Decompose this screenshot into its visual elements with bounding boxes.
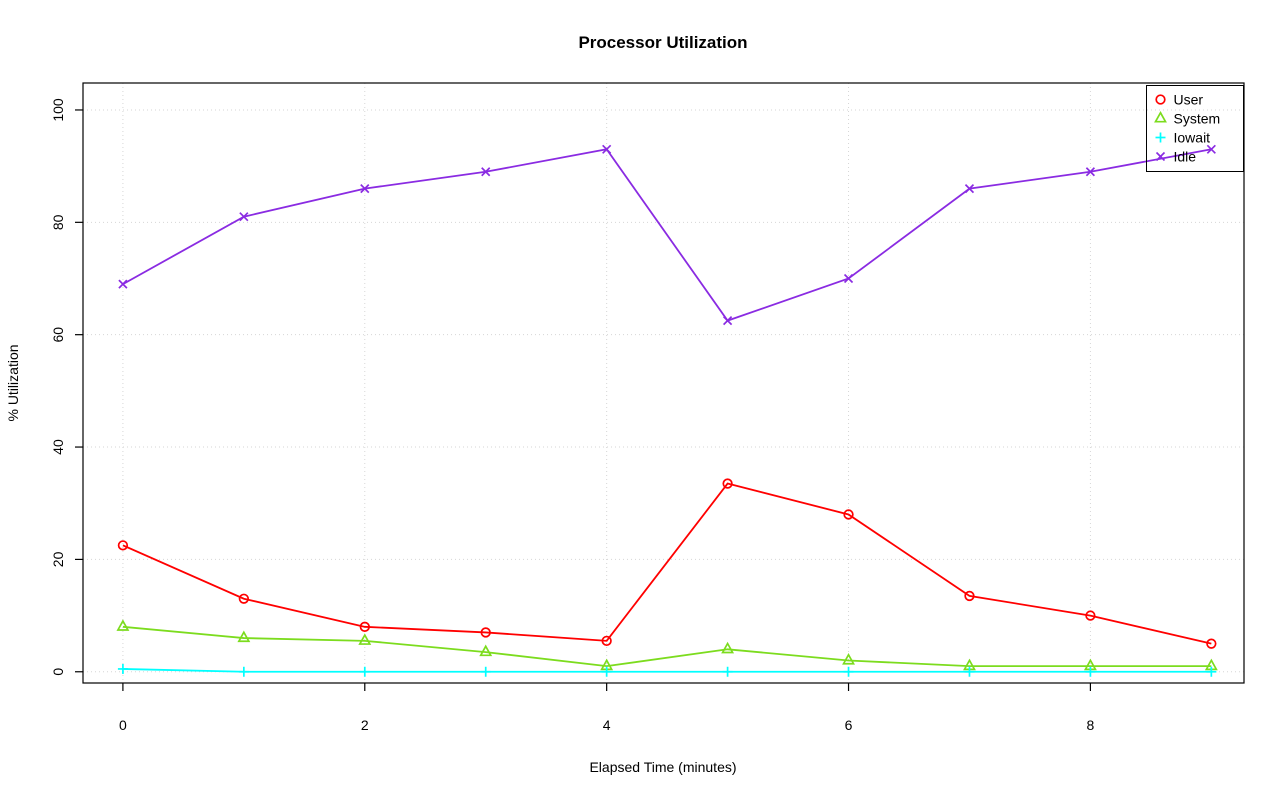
x-tick-label: 0 [119,717,127,733]
plot-border [82,82,1245,684]
legend-label: Iowait [1174,130,1211,146]
chart-title: Processor Utilization [578,33,747,52]
y-tick-label: 80 [50,214,66,230]
series-user [117,478,1217,649]
legend-label: User [1174,92,1204,108]
legend: User System Iowait Idle [1146,85,1244,172]
series-iowait [117,663,1217,677]
series-line [122,148,1212,322]
series-idle [118,144,1216,326]
legend-box [1146,85,1244,172]
y-tick-label: 20 [50,551,66,567]
legend-label: System [1174,111,1221,127]
series-line [122,625,1212,668]
series-line [122,668,1212,673]
x-tick-label: 6 [845,717,853,733]
x-tick-label: 8 [1087,717,1095,733]
y-tick-label: 40 [50,439,66,455]
series-line [122,482,1212,645]
x-tick-label: 2 [361,717,369,733]
legend-label: Idle [1174,149,1197,165]
axis-ticks [75,109,1092,691]
y-tick-label: 0 [50,668,66,676]
y-tick-label: 60 [50,327,66,343]
y-tick-label: 100 [50,98,66,122]
series-system [116,619,1218,671]
x-tick-label: 4 [603,717,611,733]
x-axis-label: Elapsed Time (minutes) [589,759,736,775]
grid [83,83,1244,683]
y-axis-label: % Utilization [5,344,21,421]
